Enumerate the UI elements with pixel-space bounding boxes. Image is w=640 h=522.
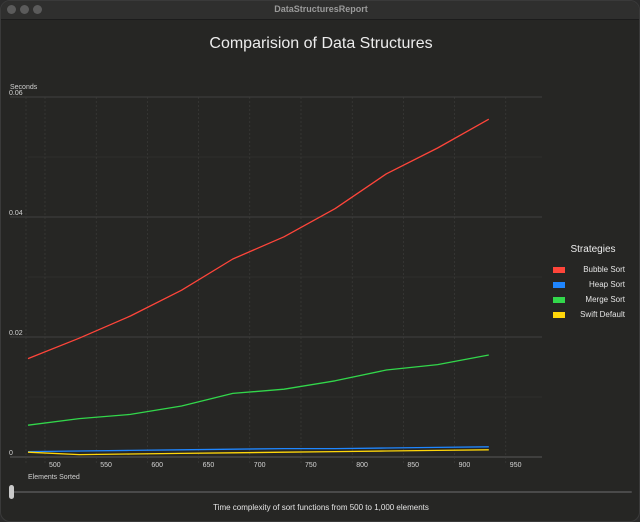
x-tick-label: 650 [203, 462, 215, 469]
minimize-window-button[interactable] [20, 5, 29, 14]
element-count-slider-track[interactable] [10, 491, 632, 493]
series-line-merge-sort [27, 354, 489, 426]
legend-swatch [553, 267, 565, 273]
legend-swatch [553, 297, 565, 303]
x-tick-label: 700 [254, 462, 266, 469]
x-tick-label: 550 [100, 462, 112, 469]
x-tick-label: 500 [49, 462, 61, 469]
window-title: DataStructuresReport [274, 4, 368, 14]
y-tick-label: 0 [9, 450, 13, 457]
caption: Time complexity of sort functions from 5… [213, 503, 429, 512]
legend-label: Swift Default [580, 310, 625, 319]
series-line-heap-sort [27, 446, 489, 453]
y-tick-label: 0.02 [9, 330, 23, 337]
legend-item: Bubble Sort [549, 264, 637, 279]
x-tick-label: 600 [151, 462, 163, 469]
x-axis-label: Elements Sorted [28, 474, 80, 481]
legend-item: Heap Sort [549, 279, 637, 294]
legend-item: Merge Sort [549, 294, 637, 309]
series-line-swift-default [27, 449, 489, 456]
legend-label: Bubble Sort [583, 265, 625, 274]
legend-swatch [553, 282, 565, 288]
x-tick-label: 950 [510, 462, 522, 469]
y-tick-label: 0.04 [9, 210, 23, 217]
legend-item: Swift Default [549, 309, 637, 324]
zoom-window-button[interactable] [33, 5, 42, 14]
legend-title: Strategies [570, 244, 616, 255]
y-axis-label: Seconds [10, 84, 38, 91]
y-tick-label: 0.06 [9, 90, 23, 97]
chart-title: Comparision of Data Structures [209, 35, 433, 52]
x-tick-label: 750 [305, 462, 317, 469]
legend-label: Heap Sort [588, 280, 625, 289]
x-tick-label: 900 [459, 462, 471, 469]
series-line-bubble-sort [27, 118, 490, 360]
element-count-slider-knob[interactable] [9, 485, 14, 499]
x-tick-label: 800 [356, 462, 368, 469]
legend-label: Merge Sort [585, 295, 625, 304]
legend-swatch [553, 312, 565, 318]
legend: Strategies Bubble Sort Heap Sort Merge Sor… [549, 244, 637, 324]
title-bar[interactable]: DataStructuresReport [1, 1, 639, 20]
close-window-button[interactable] [7, 5, 16, 14]
x-tick-label: 850 [407, 462, 419, 469]
